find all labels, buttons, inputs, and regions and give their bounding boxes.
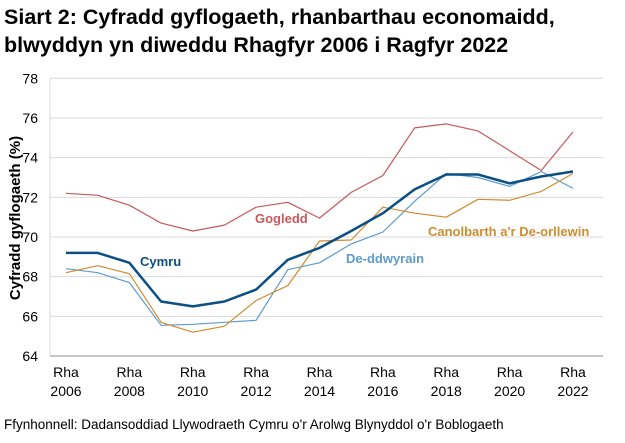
y-tick-label: 78 xyxy=(22,70,38,86)
source-note: Ffynhonnell: Dadansoddiad Llywodraeth Cy… xyxy=(4,417,504,432)
y-tick-label: 70 xyxy=(22,229,38,245)
x-tick-label: 2020 xyxy=(494,383,525,399)
x-tick-label: 2018 xyxy=(431,383,462,399)
y-tick-label: 66 xyxy=(22,308,38,324)
series-line-cymru xyxy=(66,170,574,308)
x-tick-label: 2016 xyxy=(367,383,398,399)
x-tick-label: Rha xyxy=(497,364,523,380)
x-tick-label: 2022 xyxy=(557,383,588,399)
series-line-canolbarth-a-r-de-orllewin xyxy=(65,172,574,333)
series-line-de-ddwyrain xyxy=(65,170,574,326)
x-tick-label: 2010 xyxy=(177,383,208,399)
x-tick-label: Rha xyxy=(243,364,269,380)
y-tick-label: 76 xyxy=(22,110,38,126)
y-tick-label: 74 xyxy=(22,150,38,166)
x-tick-label: Rha xyxy=(307,364,333,380)
x-tick-label: Rha xyxy=(560,364,586,380)
series-label-cymru: Cymru xyxy=(140,254,181,269)
x-tick-label: 2012 xyxy=(241,383,272,399)
y-tick-label: 64 xyxy=(22,348,38,364)
series-label-gogledd: Gogledd xyxy=(255,211,308,226)
x-tick-label: Rha xyxy=(370,364,396,380)
x-tick-label: Rha xyxy=(117,364,143,380)
chart-title: Siart 2: Cyfradd gyflogaeth, rhanbarthau… xyxy=(4,5,555,57)
x-tick-label: 2006 xyxy=(50,383,81,399)
series-label-de-ddwyrain: De-ddwyrain xyxy=(346,251,424,266)
x-tick-label: Rha xyxy=(53,364,79,380)
x-tick-label: Rha xyxy=(180,364,206,380)
x-tick-label: 2014 xyxy=(304,383,335,399)
series-line-gogledd xyxy=(65,123,574,232)
x-tick-label: 2008 xyxy=(114,383,145,399)
x-tick-label: Rha xyxy=(433,364,459,380)
y-axis-label: Cyfradd gyflogaeth (%) xyxy=(7,136,24,300)
y-tick-label: 72 xyxy=(22,189,38,205)
y-tick-label: 68 xyxy=(22,269,38,285)
series-label-canolbarth: Canolbarth a'r De-orllewin xyxy=(428,224,589,239)
